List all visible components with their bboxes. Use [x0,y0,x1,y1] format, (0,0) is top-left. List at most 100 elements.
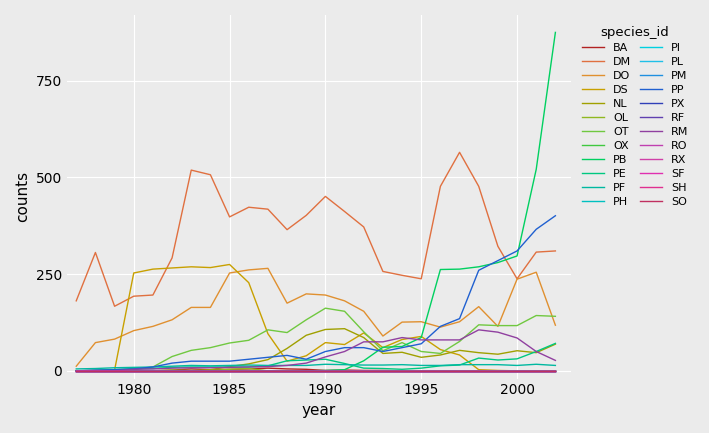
DS [340,342,349,347]
NL [130,368,138,373]
DO [513,277,521,282]
PF [245,362,253,368]
RX [513,368,521,373]
OL [379,368,387,373]
OT [130,367,138,372]
PX [168,368,177,373]
SF [245,368,253,373]
OT [532,313,540,318]
OX [130,368,138,373]
PL [532,368,540,373]
RO [130,368,138,373]
OX [302,368,311,373]
BA [264,365,272,371]
SH [513,368,521,373]
PP [321,349,330,354]
PH [111,368,119,373]
DO [111,336,119,342]
PB [321,368,330,373]
PI [493,368,502,373]
PP [417,341,425,346]
Legend: BA, DM, DO, DS, NL, OL, OT, OX, PB, PE, PF, PH, PI, PL, PM, PP, PX, RF, RM, RO, : BA, DM, DO, DS, NL, OL, OT, OX, PB, PE, … [576,20,694,213]
RO [513,368,521,373]
PB [283,368,291,373]
SF [206,368,215,373]
OL [206,368,215,373]
RO [321,368,330,373]
PF [149,365,157,370]
RF [532,368,540,373]
RF [187,368,196,373]
RM [493,330,502,335]
OT [417,349,425,354]
PE [149,366,157,371]
NL [379,351,387,356]
PB [225,368,234,373]
DS [168,265,177,271]
PM [436,368,445,373]
PB [340,367,349,372]
PI [111,368,119,373]
BA [283,366,291,372]
RM [398,335,406,340]
RO [187,368,196,373]
OT [493,323,502,328]
PM [321,368,330,373]
RM [225,365,234,370]
NL [111,368,119,373]
PH [130,368,138,373]
PF [379,362,387,368]
OT [264,327,272,333]
PP [359,345,368,350]
DO [302,291,311,297]
OL [264,368,272,373]
SF [474,368,483,373]
SO [436,368,445,373]
DO [436,325,445,330]
PI [474,368,483,373]
BA [302,367,311,372]
RF [417,368,425,373]
DM [149,292,157,297]
DS [417,334,425,339]
RO [474,368,483,373]
OT [551,314,559,319]
PX [206,368,215,373]
PP [149,365,157,370]
PL [455,368,464,373]
PM [379,368,387,373]
PE [379,366,387,371]
PI [455,368,464,373]
PM [72,368,81,373]
PE [455,362,464,368]
RX [398,368,406,373]
PH [359,368,368,373]
RO [436,368,445,373]
PH [417,368,425,373]
PI [225,368,234,373]
PE [264,363,272,368]
PX [398,368,406,373]
Line: BA: BA [77,368,555,371]
PL [283,368,291,373]
PH [398,368,406,373]
DS [474,367,483,372]
RM [340,349,349,354]
BA [321,368,330,373]
DS [130,270,138,275]
RM [130,367,138,372]
DM [264,207,272,212]
PM [187,368,196,373]
PL [206,368,215,373]
SO [302,368,311,373]
PL [359,368,368,373]
PE [321,357,330,362]
RM [72,368,81,373]
NL [532,350,540,355]
Line: PP: PP [77,216,555,371]
SO [264,368,272,373]
RF [302,368,311,373]
DS [398,337,406,342]
SH [474,368,483,373]
OX [321,368,330,373]
